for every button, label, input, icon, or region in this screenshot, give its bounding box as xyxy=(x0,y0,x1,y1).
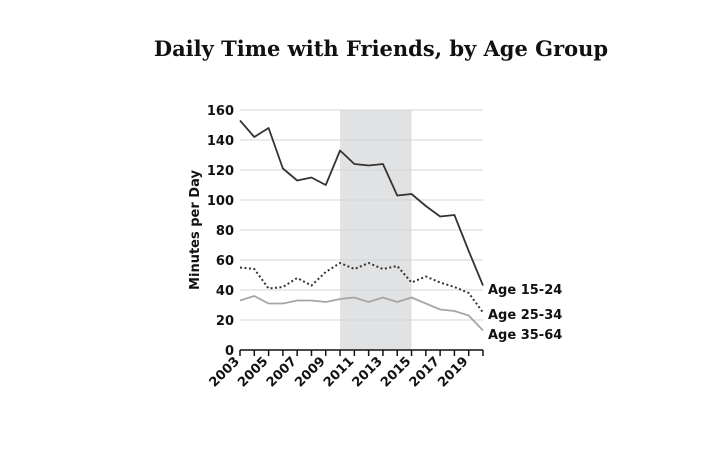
y-tick-label: 0 xyxy=(225,344,234,359)
x-tick-label: 2005 xyxy=(235,354,271,390)
y-tick-label: 160 xyxy=(207,104,234,119)
x-tick-label: 2003 xyxy=(207,354,243,390)
x-tick-label: 2011 xyxy=(321,354,357,390)
y-tick-label: 40 xyxy=(216,284,234,299)
x-tick-label: 2019 xyxy=(435,354,471,390)
y-tick-label: 140 xyxy=(207,134,234,149)
series-label: Age 25-34 xyxy=(488,308,562,323)
x-tick-label: 2009 xyxy=(292,354,328,390)
y-tick-label: 80 xyxy=(216,224,234,239)
series-lines xyxy=(239,119,484,332)
series-labels: Age 15-24 Age 25-34 Age 35-64 xyxy=(488,283,562,343)
series-line xyxy=(239,295,484,332)
y-tick-label: 120 xyxy=(207,164,234,179)
series-line xyxy=(239,262,484,314)
series-label: Age 35-64 xyxy=(488,328,562,343)
chart-title: Daily Time with Friends, by Age Group xyxy=(153,36,609,61)
x-tick-label: 2013 xyxy=(350,354,386,390)
x-tick-label: 2015 xyxy=(378,354,414,390)
y-tick-label: 100 xyxy=(207,194,234,209)
y-axis-label: Minutes per Day xyxy=(188,170,203,290)
gridlines xyxy=(240,109,483,321)
x-tick-label: 2017 xyxy=(407,354,443,390)
y-tick-label: 60 xyxy=(216,254,234,269)
series-line xyxy=(239,119,484,286)
y-tick-label: 20 xyxy=(216,314,234,329)
series-label: Age 15-24 xyxy=(488,283,562,298)
x-tick-label: 2007 xyxy=(264,354,300,390)
